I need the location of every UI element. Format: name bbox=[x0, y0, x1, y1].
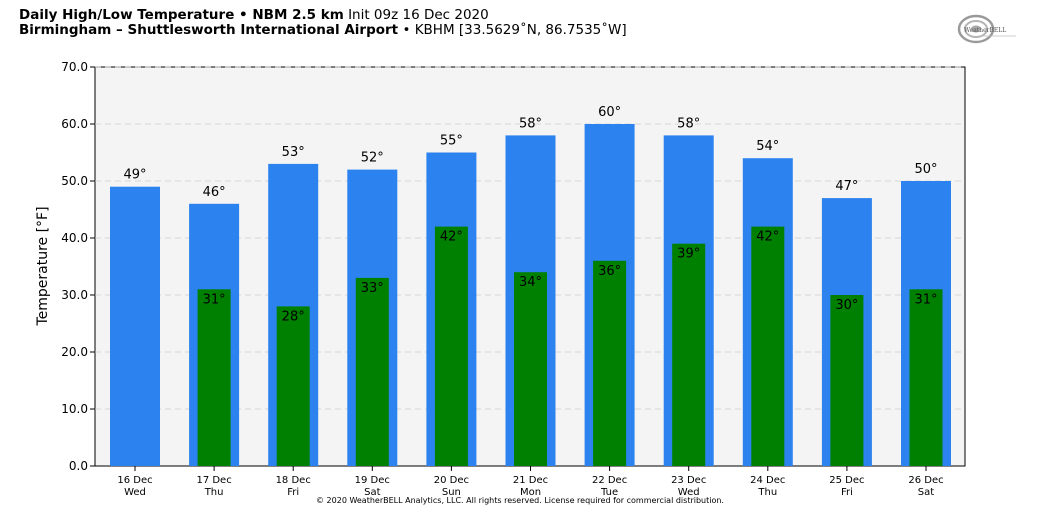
y-axis-label: Temperature [°F] bbox=[35, 206, 51, 326]
bars bbox=[110, 124, 951, 467]
x-tick-date: 21 Dec bbox=[513, 475, 548, 486]
low-value-label: 36° bbox=[598, 264, 621, 279]
y-tick-label: 50.0 bbox=[61, 174, 88, 188]
x-tick-day: Wed bbox=[124, 487, 146, 498]
x-tick-day: Thu bbox=[204, 487, 224, 498]
low-bar bbox=[672, 243, 706, 466]
x-tick-day: Sat bbox=[364, 487, 380, 498]
x-tick-date: 22 Dec bbox=[592, 475, 627, 486]
high-value-label: 49° bbox=[123, 168, 146, 183]
high-value-label: 47° bbox=[835, 179, 858, 194]
low-bar bbox=[355, 277, 389, 466]
low-bar bbox=[276, 306, 310, 466]
y-tick-label: 0.0 bbox=[69, 459, 88, 473]
x-tick-date: 18 Dec bbox=[276, 475, 311, 486]
high-value-label: 46° bbox=[203, 185, 226, 200]
value-labels: 49° 46° 31° 53° 28° 52° 33° 55° 42° 58° 34° 60° 36° 5… bbox=[123, 105, 937, 324]
low-bar bbox=[434, 226, 468, 466]
x-tick-day: Sun bbox=[442, 487, 461, 498]
title-line: Daily High/Low Temperature • NBM 2.5 km … bbox=[19, 8, 627, 23]
chart-title: Daily High/Low Temperature • NBM 2.5 km bbox=[19, 7, 344, 23]
high-value-label: 60° bbox=[598, 105, 621, 120]
low-value-label: 31° bbox=[914, 292, 937, 307]
location-line: Birmingham – Shuttlesworth International… bbox=[19, 23, 627, 38]
x-tick-day: Tue bbox=[600, 487, 618, 498]
logo-text: WeatherBELL bbox=[964, 27, 1006, 34]
high-value-label: 53° bbox=[282, 145, 305, 160]
low-value-label: 42° bbox=[756, 230, 779, 245]
x-tick-date: 26 Dec bbox=[908, 475, 943, 486]
x-tick-day: Fri bbox=[287, 487, 299, 498]
weatherbell-logo-icon: WeatherBELL bbox=[956, 12, 1018, 46]
copyright-notice: © 2020 WeatherBELL Analytics, LLC. All r… bbox=[316, 496, 724, 505]
low-bar bbox=[751, 226, 785, 466]
x-tick-day: Wed bbox=[678, 487, 700, 498]
x-tick-day: Thu bbox=[757, 487, 777, 498]
location-name: Birmingham – Shuttlesworth International… bbox=[19, 22, 399, 38]
x-tick-day: Fri bbox=[841, 487, 853, 498]
x-tick-day: Sat bbox=[918, 487, 934, 498]
low-bar bbox=[593, 260, 627, 466]
y-tick-label: 30.0 bbox=[61, 288, 88, 302]
low-bar bbox=[197, 289, 231, 466]
low-bar bbox=[909, 289, 943, 466]
low-value-label: 33° bbox=[361, 281, 384, 296]
y-tick-label: 20.0 bbox=[61, 345, 88, 359]
high-value-label: 52° bbox=[361, 151, 384, 166]
x-tick-date: 24 Dec bbox=[750, 475, 785, 486]
low-value-label: 39° bbox=[677, 247, 700, 262]
x-tick-date: 25 Dec bbox=[829, 475, 864, 486]
chart-header: Daily High/Low Temperature • NBM 2.5 km … bbox=[19, 8, 627, 38]
x-tick-date: 23 Dec bbox=[671, 475, 706, 486]
low-value-label: 28° bbox=[282, 309, 305, 324]
high-value-label: 50° bbox=[914, 162, 937, 177]
high-value-label: 58° bbox=[677, 116, 700, 131]
high-value-label: 54° bbox=[756, 139, 779, 154]
y-axis: 0.0 10.0 20.0 30.0 40.0 50.0 60.0 70.0 bbox=[61, 60, 95, 473]
high-bar bbox=[110, 186, 160, 466]
init-time: Init 09z 16 Dec 2020 bbox=[348, 7, 489, 23]
low-bar bbox=[514, 272, 547, 466]
low-value-label: 30° bbox=[835, 298, 858, 313]
low-value-label: 31° bbox=[203, 292, 226, 307]
x-tick-day: Mon bbox=[520, 487, 541, 498]
y-tick-label: 40.0 bbox=[61, 231, 88, 245]
station-coordinates: • KBHM [33.5629˚N, 86.7535˚W] bbox=[402, 22, 627, 38]
low-bar bbox=[830, 295, 864, 466]
y-tick-label: 10.0 bbox=[61, 402, 88, 416]
x-tick-date: 16 Dec bbox=[117, 475, 152, 486]
x-tick-date: 17 Dec bbox=[196, 475, 231, 486]
y-tick-label: 70.0 bbox=[61, 60, 88, 74]
low-value-label: 42° bbox=[440, 230, 463, 245]
high-value-label: 58° bbox=[519, 116, 542, 131]
low-value-label: 34° bbox=[519, 275, 542, 290]
high-value-label: 55° bbox=[440, 134, 463, 149]
x-tick-date: 19 Dec bbox=[355, 475, 390, 486]
x-tick-date: 20 Dec bbox=[434, 475, 469, 486]
y-tick-label: 60.0 bbox=[61, 117, 88, 131]
